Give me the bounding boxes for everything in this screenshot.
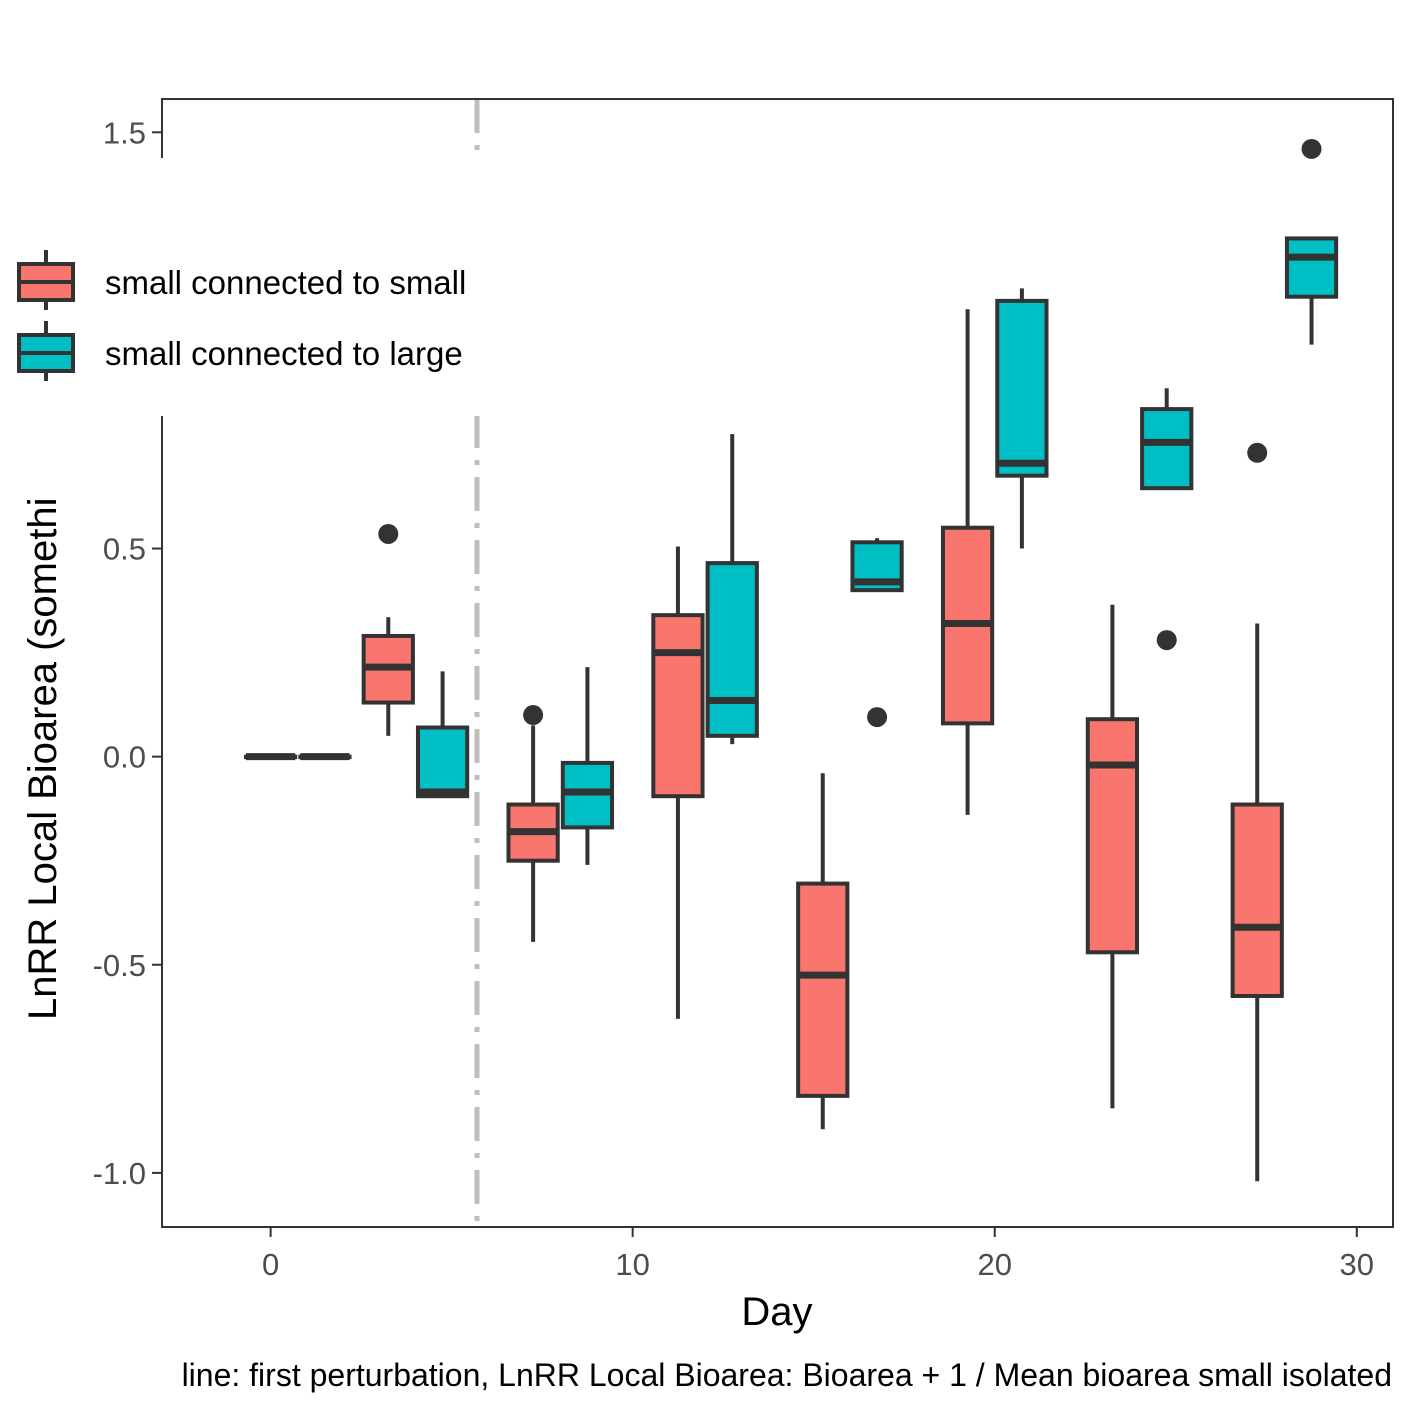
- plot-border: [161, 98, 1394, 1228]
- outlier-point: [1247, 442, 1268, 463]
- y-axis-title: LnRR Local Bioarea (somethi: [21, 498, 65, 1020]
- box-body: [651, 613, 705, 799]
- outlier-point: [1156, 630, 1177, 651]
- y-tick-label: -1.0: [93, 1156, 146, 1191]
- legend-label: small connected to large: [105, 335, 463, 372]
- box-body: [415, 725, 470, 799]
- caption: line: first perturbation, LnRR Local Bio…: [182, 1357, 1392, 1393]
- box-body: [1085, 717, 1140, 955]
- box-0-6: [1085, 604, 1140, 1109]
- box-0-3: [651, 546, 705, 1019]
- box-body: [705, 561, 759, 738]
- box-1-5: [995, 288, 1049, 549]
- x-tick-label: 10: [615, 1247, 649, 1282]
- x-axis-title: Day: [741, 1290, 812, 1334]
- box-1-6: [1140, 388, 1194, 651]
- x-tick-label: 0: [262, 1247, 279, 1282]
- box-1-7: [1284, 138, 1339, 345]
- legend-key-0: small connected to small: [17, 250, 466, 310]
- y-tick-label: 0.5: [103, 532, 146, 567]
- box-0-2: [506, 705, 560, 942]
- y-tick-label: 0.0: [103, 740, 146, 775]
- box-0-4: [796, 773, 850, 1130]
- box-body: [1140, 407, 1194, 491]
- outlier-point: [867, 707, 888, 728]
- y-tick-label: 1.5: [103, 115, 146, 150]
- box-body: [796, 881, 850, 1098]
- legend-key-1: small connected to large: [17, 321, 463, 381]
- box-1-2: [560, 667, 615, 865]
- box-1-1: [415, 671, 470, 799]
- box-0-5: [940, 309, 995, 815]
- box-0-7: [1230, 442, 1284, 1182]
- box-body: [1230, 802, 1284, 998]
- legend: small connected to small small connected …: [0, 158, 540, 416]
- y-tick-label: -0.5: [93, 948, 146, 983]
- outlier-point: [378, 523, 399, 544]
- box-1-4: [850, 538, 904, 728]
- legend-background: [0, 158, 540, 416]
- box-0-0: [243, 753, 298, 761]
- x-tick-label: 20: [977, 1247, 1011, 1282]
- box-0-1: [361, 523, 415, 736]
- x-tick-label: 30: [1340, 1247, 1374, 1282]
- outlier-point: [523, 705, 544, 726]
- box-body: [1284, 236, 1339, 299]
- box-body: [995, 298, 1049, 478]
- legend-label: small connected to small: [105, 264, 466, 301]
- outlier-point: [1301, 138, 1322, 159]
- box-1-0: [298, 753, 352, 761]
- box-1-3: [705, 434, 759, 745]
